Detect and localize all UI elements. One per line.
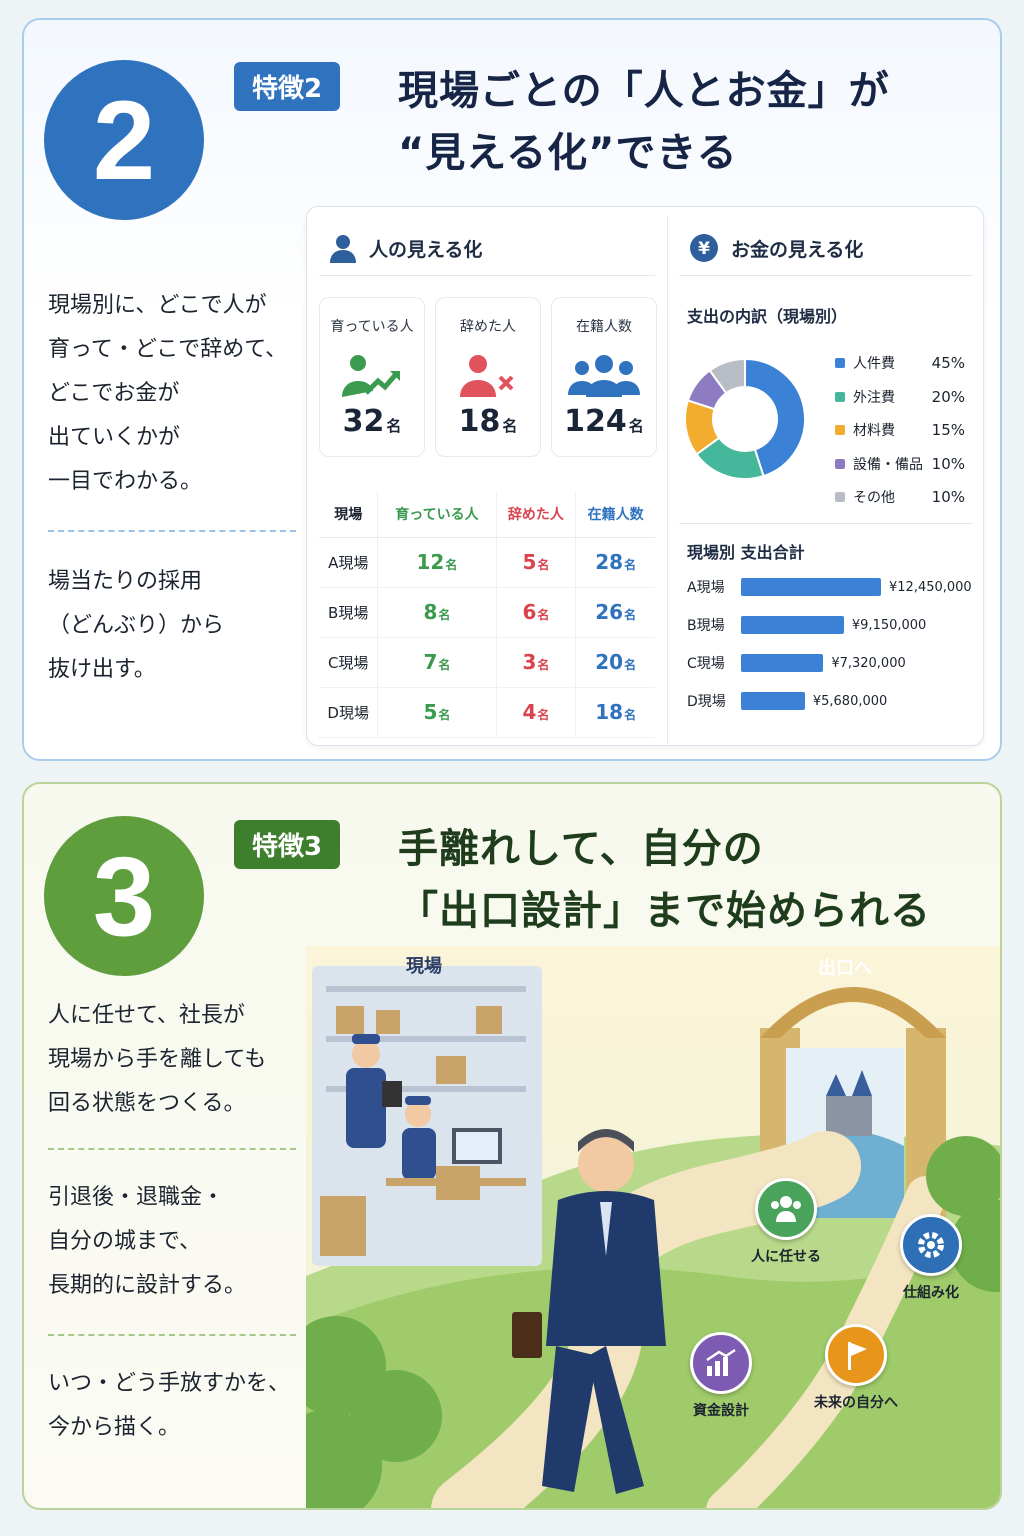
site-table: 現場 育っている人 辞めた人 在籍人数 A現場 12名 5名 28名 B現場 8… [319,491,655,738]
legend-value: 45% [931,354,965,372]
divider [48,1148,296,1150]
lead-text-2: 引退後・退職金・ 自分の城まで、 長期的に設計する。 [48,1185,247,1298]
legend-swatch [835,391,845,402]
bar-value: ¥5,680,000 [812,693,888,709]
header-rule [319,275,655,276]
feature-title: 手離れして、自分の 「出口設計」まで始められる [398,826,931,934]
legend-value: 20% [931,387,965,406]
legend-item: その他 10% [835,487,965,507]
stat-card-total: 在籍人数 124 名 [551,297,657,457]
legend-swatch [835,492,845,502]
table-row: D現場 5名 4名 18名 [319,687,655,738]
chart-icon [690,1332,752,1394]
table-row: C現場 7名 3名 20名 [319,637,655,688]
stat-card-quit: 辞めた人 18 名 [435,297,541,457]
businessman-figure [512,1129,666,1494]
feature-title: 現場ごとの「人とお金」が “見える化”できる [398,68,890,176]
section-rule [679,523,973,524]
stat-card-growing: 育っている人 32 名 [319,297,425,457]
legend-swatch [835,458,845,469]
bar [741,616,844,634]
legend-value: 10% [931,488,965,506]
legend-label: 人件費 [853,356,895,372]
table-header: 育っている人 [377,491,496,538]
dashboard-panel: 人の見える化 ¥ お金の見える化 育っている人 32 名 辞めた人 18 名 在籍人… [306,206,984,746]
bar-row: C現場 ¥7,320,000 [687,653,977,673]
donut-title: 支出の内訳（現場別） [687,307,848,326]
bar-category: A現場 [687,580,725,596]
group-icon [552,348,656,404]
donut-slice-5 [708,357,746,395]
divider [48,530,296,532]
donut-slice-1 [744,357,806,478]
legend-item: 外注費 20% [835,387,965,407]
feature-tag: 特徴3 [234,820,341,869]
node-delegate: 人に任せる [726,1178,846,1266]
legend-item: 設備・備品 10% [835,454,965,474]
divider [48,1334,296,1336]
bar-row: A現場 ¥12,450,000 [687,577,977,597]
legend-label: 設備・備品 [853,456,923,473]
feature-tag: 特徴2 [234,62,341,111]
bar-value: ¥9,150,000 [851,617,927,633]
site-label: 現場 [406,956,442,977]
table-header: 現場 [319,491,378,538]
legend-label: その他 [853,490,895,506]
exit-journey-illustration: 現場 出口へ 人に任せる 仕組み化 資金設計 未来の自分へ [306,946,1000,1508]
feature-number: 3 [44,816,204,976]
feature-3-card: 3 特徴3 手離れして、自分の 「出口設計」まで始められる 人に任せて、社長が … [22,782,1002,1510]
feature-number: 2 [44,60,204,220]
bar-row: B現場 ¥9,150,000 [687,615,977,635]
node-systemize: 仕組み化 [876,1214,986,1302]
bar-title: 現場別 支出合計 [687,543,805,562]
bar-row: D現場 ¥5,680,000 [687,691,977,711]
node-funding: 資金設計 [666,1332,776,1420]
bar-value: ¥7,320,000 [831,655,906,671]
node-future-self: 未来の自分へ [796,1324,916,1412]
header-rule [679,275,973,276]
legend-label: 外注費 [853,389,895,406]
gate-label: 出口へ [818,958,872,979]
table-row: B現場 8名 6名 26名 [319,587,655,638]
bar-category: D現場 [687,694,726,710]
lead-text: 現場別に、どこで人が 育って・どこで辞めて、 どこでお金が 出ていくかが 一目で… [48,293,288,494]
bar-category: C現場 [687,656,725,672]
bar-value: ¥12,450,000 [889,579,972,595]
bar [741,578,881,596]
worker-figure [346,1034,402,1148]
feature-2-card: 2 特徴2 現場ごとの「人とお金」が “見える化”できる 現場別に、どこで人が … [22,18,1002,761]
lead-text: 人に任せて、社長が 現場から手を離しても 回る状態をつくる。 [48,1003,267,1116]
svg-text:¥: ¥ [698,239,710,259]
legend-value: 15% [931,421,965,439]
bar-category: B現場 [687,618,725,634]
legend-value: 10% [931,454,965,473]
panel-divider [667,217,668,743]
legend-item: 人件費 45% [835,353,965,373]
legend-swatch [835,425,845,435]
people-header: 人の見える化 [329,233,482,263]
legend-label: 材料費 [853,423,895,439]
legend-item: 材料費 15% [835,420,965,440]
people-icon [755,1178,817,1240]
person-quit-icon [436,348,540,404]
lead-text-2: 場当たりの採用 （どんぶり）から 抜け出す。 [48,569,225,682]
bar [741,692,805,710]
lead-text-3: いつ・どう手放すかを、 今から描く。 [48,1371,291,1440]
worker-at-desk [386,1096,526,1186]
table-header: 在籍人数 [575,491,655,538]
table-header: 辞めた人 [495,491,576,538]
person-growth-icon [320,348,424,404]
bar [741,654,824,672]
gear-icon [900,1214,962,1276]
legend-swatch [835,358,845,368]
money-header: ¥ お金の見える化 [689,233,863,263]
flag-icon [825,1324,887,1386]
yen-icon: ¥ [690,234,718,262]
expense-donut-chart [684,357,806,480]
table-row: A現場 12名 5名 28名 [319,537,655,588]
person-icon [330,235,356,263]
